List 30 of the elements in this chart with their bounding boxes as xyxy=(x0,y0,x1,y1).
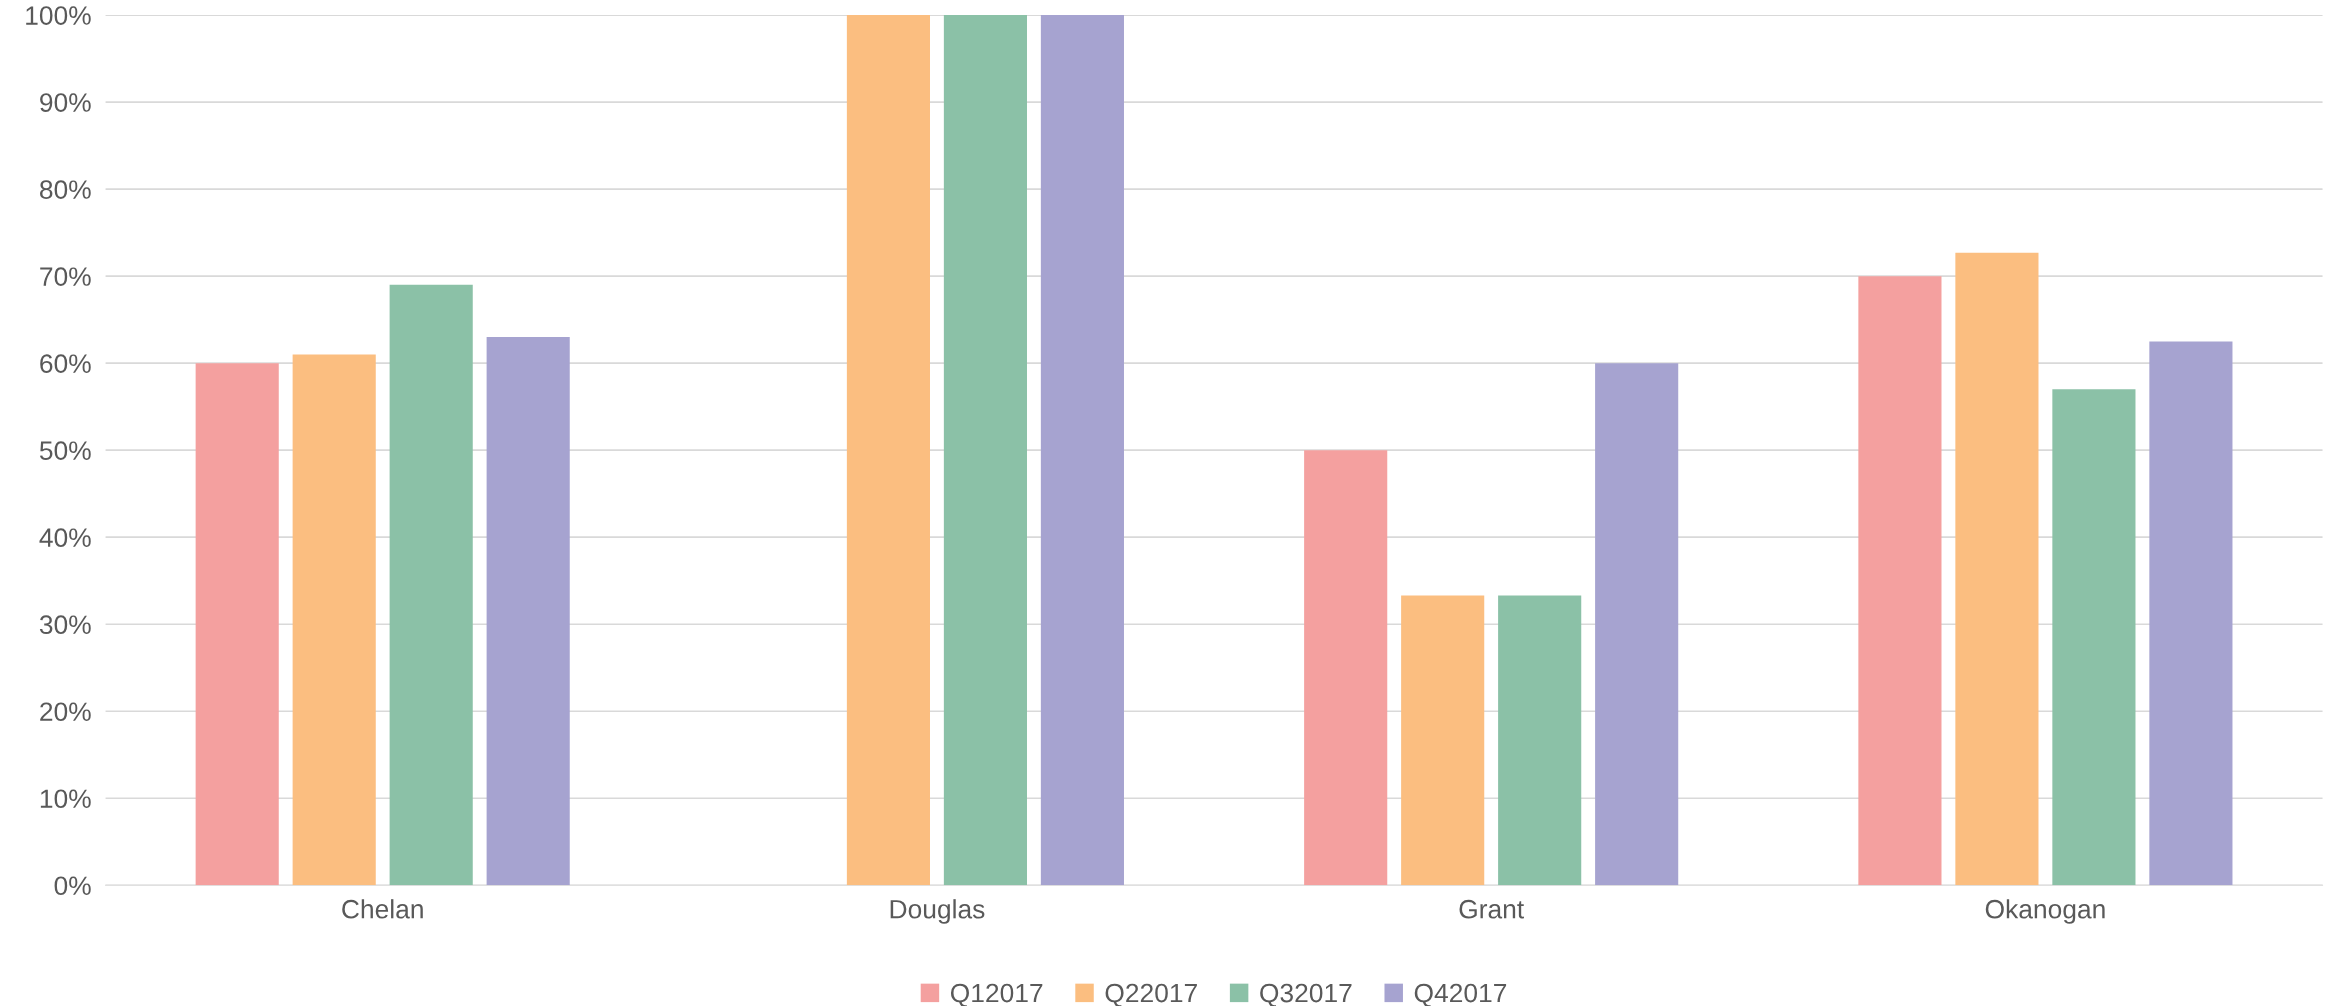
bar xyxy=(1401,595,1485,886)
y-tick-label: 0% xyxy=(54,876,91,896)
y-tick-label: 10% xyxy=(40,789,91,809)
bar xyxy=(2149,341,2233,886)
bar xyxy=(389,284,473,886)
y-tick-label: 20% xyxy=(40,702,91,722)
x-tick-label: Chelan xyxy=(342,899,423,919)
bar xyxy=(2052,389,2136,886)
bar xyxy=(486,337,570,886)
bar xyxy=(1304,450,1388,886)
bar xyxy=(846,15,931,886)
bar xyxy=(1040,15,1124,886)
x-tick-label: Grant xyxy=(1459,899,1524,919)
bar xyxy=(292,354,376,886)
y-tick-label: 30% xyxy=(39,615,91,635)
bar xyxy=(195,363,279,886)
y-tick-label: 70% xyxy=(40,267,91,286)
y-tick-label: 80% xyxy=(40,180,91,199)
bar xyxy=(1595,363,1679,886)
y-tick-label: 40% xyxy=(39,528,91,548)
x-tick-label: Okanogan xyxy=(1985,899,2105,924)
x-tick-label: Douglas xyxy=(890,899,985,924)
y-tick-label: 100% xyxy=(26,6,91,25)
y-tick-label: 90% xyxy=(40,93,91,112)
bar xyxy=(943,15,1027,886)
bar xyxy=(1858,276,1942,886)
bar xyxy=(1955,252,2039,886)
y-tick-label: 50% xyxy=(39,441,91,461)
bar xyxy=(1498,595,1582,886)
y-tick-label: 60% xyxy=(40,354,91,373)
